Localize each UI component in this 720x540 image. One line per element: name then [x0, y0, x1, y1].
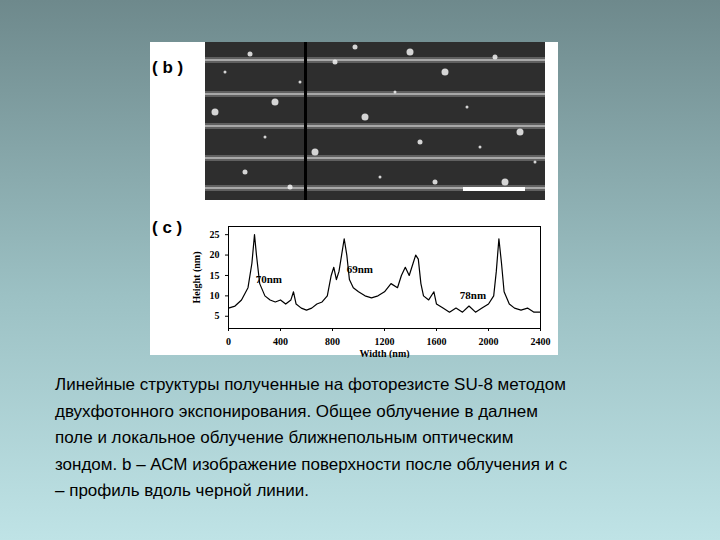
svg-text:800: 800: [325, 336, 340, 347]
svg-text:69nm: 69nm: [347, 263, 373, 275]
html-text:( b ): ( b ): [152, 58, 184, 77]
svg-text:400: 400: [273, 336, 288, 347]
svg-text:20: 20: [210, 249, 220, 260]
html-text:( c ): ( c ): [152, 218, 183, 237]
svg-text:2400: 2400: [531, 336, 551, 347]
svg-text:78nm: 78nm: [460, 289, 486, 301]
html-text:Линейные структуры полученные: Линейные структуры полученные на фоторез…: [55, 375, 566, 394]
svg-text:70nm: 70nm: [256, 273, 282, 285]
svg-text:Width (nm): Width (nm): [359, 348, 409, 359]
svg-text:5: 5: [215, 310, 220, 321]
html-text:зондом. b – АСМ изображение по: зондом. b – АСМ изображение поверхности …: [55, 454, 568, 474]
html-text:двухфотонного экспонирования.: двухфотонного экспонирования. Общее облу…: [55, 401, 538, 421]
svg-text:10: 10: [210, 290, 220, 301]
svg-text:15: 15: [210, 270, 220, 281]
html-text:поле и локальное облучение бли: поле и локальное облучение ближнепольным…: [55, 428, 514, 447]
svg-text:2000: 2000: [479, 336, 499, 347]
svg-text:0: 0: [226, 336, 231, 347]
svg-text:Height (nm): Height (nm): [191, 252, 203, 304]
html-text:– профиль вдоль черной линии.: – профиль вдоль черной линии.: [55, 481, 309, 500]
svg-text:1200: 1200: [375, 336, 395, 347]
svg-text:1600: 1600: [427, 336, 447, 347]
svg-text:25: 25: [210, 229, 220, 240]
